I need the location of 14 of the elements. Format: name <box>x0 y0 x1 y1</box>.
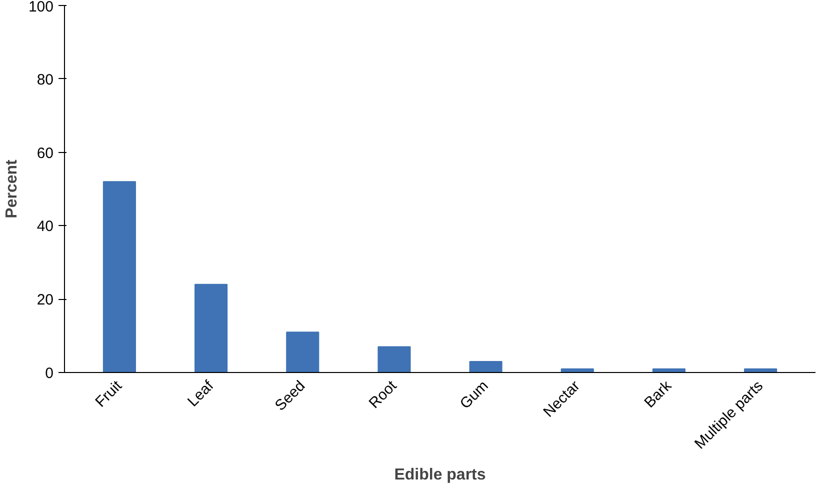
y-tick-label: 20 <box>36 292 54 309</box>
y-tick-label: 80 <box>36 71 54 88</box>
y-tick-label: 100 <box>28 0 54 16</box>
bar <box>286 332 320 372</box>
y-tick-label: 40 <box>36 218 54 236</box>
y-tick-label: 0 <box>45 365 54 382</box>
bar <box>378 346 411 372</box>
x-axis-title: Edible parts <box>394 466 486 484</box>
y-tick-label: 60 <box>36 144 54 162</box>
y-axis-title: Percent <box>3 158 20 218</box>
bar <box>469 360 502 372</box>
x-tick-label: Gum <box>456 377 492 412</box>
bar <box>102 181 136 372</box>
bar <box>194 284 228 372</box>
